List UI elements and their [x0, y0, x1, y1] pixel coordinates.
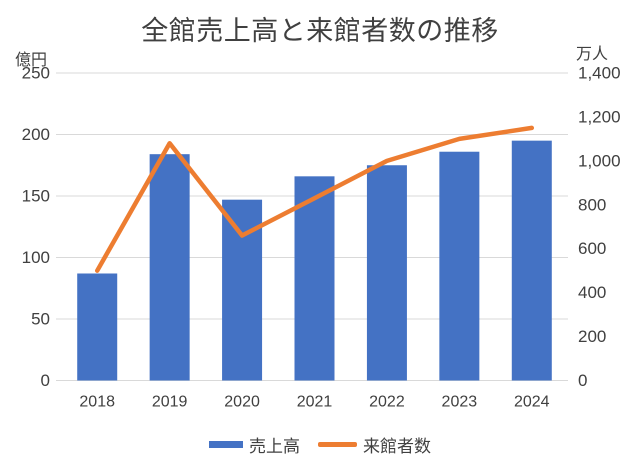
legend-item-sales: 売上高 [209, 432, 300, 457]
right-axis-unit-label: 万人 [576, 46, 609, 63]
chart-title: 全館売上高と来館者数の推移 [141, 16, 499, 46]
left-axis-tick-label: 150 [22, 187, 50, 206]
bar-2021 [294, 176, 335, 381]
x-axis-label: 2019 [152, 394, 188, 411]
right-axis-tick-label: 200 [578, 327, 606, 346]
legend: 売上高 来館者数 [0, 432, 640, 457]
right-axis-tick-label: 1,200 [578, 107, 621, 126]
legend-item-visitors: 来館者数 [318, 432, 431, 457]
left-axis-tick-label: 250 [22, 64, 50, 83]
right-axis-tick-label: 1,000 [578, 151, 621, 170]
bar-2018 [77, 273, 118, 381]
left-axis-tick-label: 0 [41, 371, 50, 390]
right-axis-tick-label: 800 [578, 195, 606, 214]
sales-bar-swatch-icon [209, 441, 243, 448]
bar-2022 [366, 165, 407, 381]
x-axis-label: 2021 [297, 394, 333, 411]
left-axis-unit-label: 億円 [15, 52, 48, 69]
visitors-line-swatch-icon [318, 442, 357, 447]
x-axis-label: 2022 [369, 394, 405, 411]
legend-label-visitors: 来館者数 [363, 437, 431, 456]
right-axis-tick-label: 0 [578, 371, 587, 390]
bar-2019 [149, 154, 190, 381]
left-axis-tick-label: 50 [31, 310, 50, 329]
x-axis-label: 2023 [442, 394, 478, 411]
right-axis-tick-label: 1,400 [578, 64, 621, 83]
right-axis-tick-label: 400 [578, 283, 606, 302]
x-axis-label: 2018 [79, 394, 115, 411]
visitors-line [94, 125, 535, 273]
bar-2024 [511, 140, 552, 381]
right-axis-tick-label: 600 [578, 239, 606, 258]
x-axis-label: 2024 [514, 394, 550, 411]
legend-label-sales: 売上高 [249, 437, 300, 456]
x-axis-label: 2020 [224, 394, 260, 411]
left-axis-tick-label: 100 [22, 248, 50, 267]
left-axis-tick-label: 200 [22, 125, 50, 144]
bar-2023 [439, 151, 480, 381]
